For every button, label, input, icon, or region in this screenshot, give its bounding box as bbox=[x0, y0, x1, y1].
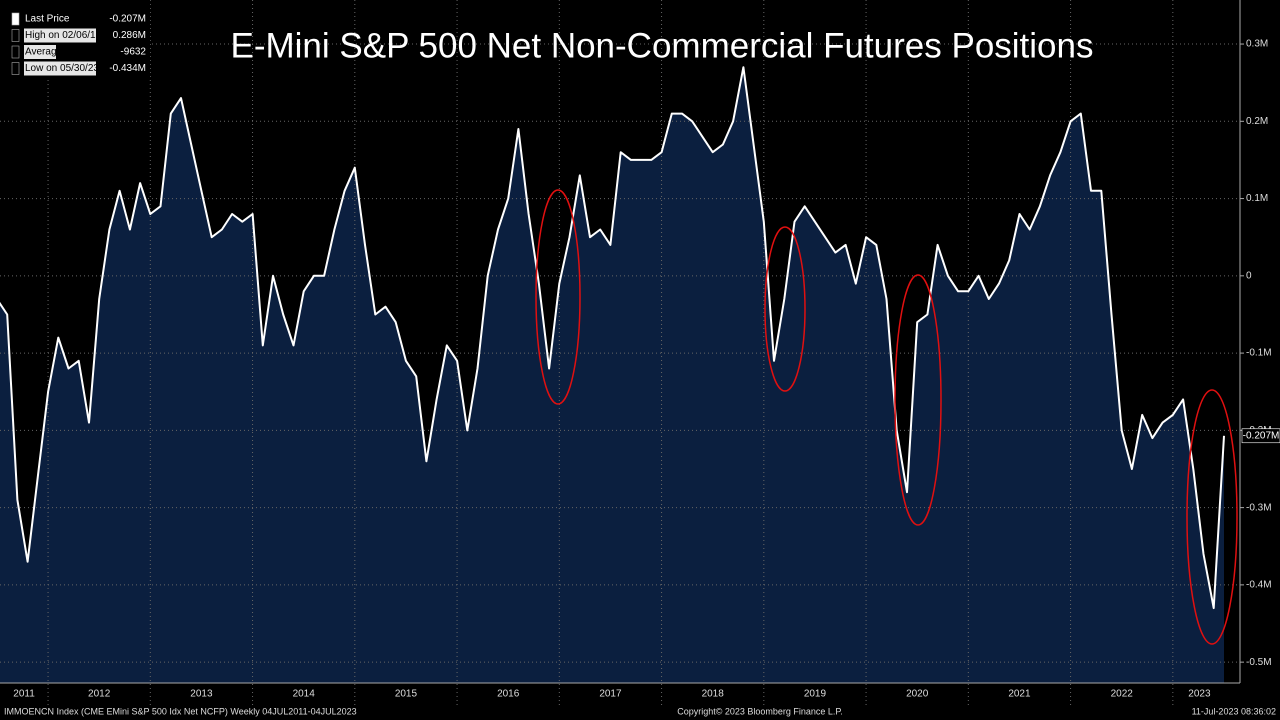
y-tick-label: 0.2M bbox=[1246, 116, 1268, 127]
legend-value: -9632 bbox=[120, 47, 146, 58]
legend: Last Price -0.207M High on 02/06/18 0.286M A… bbox=[0, 0, 150, 80]
highlight-ellipse bbox=[535, 189, 581, 405]
y-tick-label: 0 bbox=[1246, 270, 1252, 281]
y-tick-label: -0.1M bbox=[1246, 348, 1272, 359]
x-tick-label: 2011 bbox=[13, 689, 35, 700]
legend-swatch bbox=[11, 45, 20, 59]
legend-label-bg bbox=[24, 28, 96, 43]
plot bbox=[0, 0, 1240, 705]
annotations bbox=[535, 189, 1238, 645]
legend-value: -0.434M bbox=[109, 63, 146, 74]
legend-label: Last Price bbox=[25, 14, 70, 25]
last-value-label: -0.207M bbox=[1243, 430, 1280, 441]
legend-swatch bbox=[11, 29, 20, 42]
legend-label-bg bbox=[24, 61, 96, 76]
highlight-ellipse bbox=[1186, 389, 1238, 645]
x-tick-label: 2013 bbox=[190, 689, 213, 700]
footer-left: IMMOENCN Index (CME EMini S&P 500 Idx Ne… bbox=[4, 706, 357, 716]
last-value-box bbox=[1241, 428, 1280, 444]
legend-label: Low on 05/30/23 bbox=[25, 63, 99, 74]
legend-value: -0.207M bbox=[109, 14, 146, 25]
y-tick-label: -0.5M bbox=[1246, 657, 1272, 668]
legend-label-bg bbox=[24, 45, 56, 59]
legend-swatch bbox=[11, 12, 20, 26]
highlight-ellipse bbox=[894, 274, 942, 526]
y-tick-label: 0.1M bbox=[1246, 193, 1268, 204]
legend-swatch bbox=[11, 62, 20, 75]
x-tick-label: 2019 bbox=[804, 689, 827, 700]
legend-label-bg bbox=[24, 12, 96, 26]
footer-right: 11-Jul-2023 08:36:02 bbox=[1192, 706, 1276, 716]
x-tick-label: 2014 bbox=[293, 689, 316, 700]
legend-label: High on 02/06/18 bbox=[25, 30, 102, 41]
x-tick-label: 2012 bbox=[88, 689, 111, 700]
series-line bbox=[0, 66, 1225, 610]
footer-center: Copyright© 2023 Bloomberg Finance L.P. bbox=[677, 706, 843, 716]
highlight-ellipse bbox=[764, 226, 806, 392]
x-tick-label: 2023 bbox=[1188, 689, 1211, 700]
x-tick-label: 2017 bbox=[599, 689, 622, 700]
chart-title: E-Mini S&P 500 Net Non-Commercial Future… bbox=[230, 26, 1093, 65]
x-tick-label: 2016 bbox=[497, 689, 520, 700]
x-tick-label: 2018 bbox=[702, 689, 725, 700]
y-tick-label: 0.3M bbox=[1246, 39, 1268, 50]
y-tick-label: -0.4M bbox=[1246, 580, 1272, 591]
x-tick-label: 2022 bbox=[1111, 689, 1134, 700]
x-tick-label: 2021 bbox=[1008, 689, 1031, 700]
area-fill bbox=[0, 67, 1224, 683]
y-tick-label: -0.3M bbox=[1246, 502, 1272, 513]
x-tick-label: 2020 bbox=[906, 689, 929, 700]
legend-value: 0.286M bbox=[113, 30, 146, 41]
x-tick-label: 2015 bbox=[395, 689, 418, 700]
legend-label: Average bbox=[25, 47, 63, 58]
